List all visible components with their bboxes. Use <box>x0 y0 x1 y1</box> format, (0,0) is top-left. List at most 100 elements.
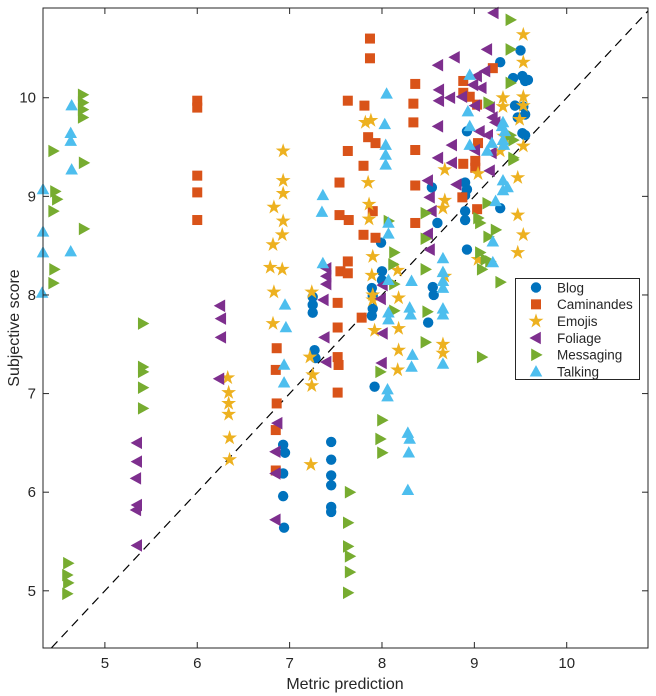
emojis-marker <box>510 207 526 222</box>
talking-marker <box>436 251 450 264</box>
caminandes-marker <box>472 204 483 215</box>
emojis-marker <box>302 349 318 364</box>
talking-marker <box>379 158 392 170</box>
caminandes-marker <box>333 359 344 370</box>
blog-marker <box>325 506 337 518</box>
talking-marker <box>278 298 292 310</box>
foliage-marker <box>473 124 485 138</box>
messaging-marker <box>48 204 60 218</box>
emojis-marker <box>222 451 237 466</box>
talking-marker <box>486 235 500 247</box>
foliage-marker <box>431 58 444 72</box>
talking-marker <box>382 216 395 228</box>
talking-marker <box>498 124 512 137</box>
series-caminandes <box>192 33 498 476</box>
foliage-marker <box>432 83 445 97</box>
messaging-marker <box>344 565 357 579</box>
caminandes-marker <box>334 210 345 221</box>
foliage-marker <box>487 6 499 20</box>
blog-marker <box>279 447 291 458</box>
caminandes-marker <box>410 145 421 156</box>
x-tick-label: 5 <box>101 655 109 672</box>
emojis-marker <box>437 161 453 177</box>
blog-marker <box>426 182 438 193</box>
caminandes-marker <box>367 206 378 217</box>
y-tick-label: 6 <box>28 484 36 501</box>
caminandes-legend-marker <box>531 299 541 310</box>
talking-marker <box>35 286 49 298</box>
messaging-marker <box>377 446 389 460</box>
emojis-marker <box>391 320 407 335</box>
blog-marker <box>519 130 531 141</box>
emojis-marker <box>221 395 237 410</box>
legend-box <box>515 278 640 380</box>
foliage-marker <box>319 262 332 275</box>
caminandes-marker <box>192 215 203 226</box>
blog-marker <box>461 244 473 255</box>
messaging-marker <box>48 276 60 290</box>
emojis-marker <box>510 169 526 184</box>
messaging-marker <box>343 586 355 600</box>
messaging-marker <box>137 381 150 394</box>
emojis-marker <box>510 244 526 259</box>
talking-marker <box>401 483 415 496</box>
foliage-marker <box>375 356 387 370</box>
emojis-marker <box>495 98 511 113</box>
blog-marker <box>325 436 337 448</box>
talking-marker <box>382 273 395 285</box>
talking-marker <box>403 432 416 444</box>
x-tick-label: 6 <box>193 655 201 672</box>
emojis-marker <box>435 336 451 351</box>
talking-marker <box>496 115 510 128</box>
caminandes-marker <box>342 145 353 156</box>
messaging-marker <box>137 402 150 415</box>
legend-item-caminandes: Caminandes <box>531 297 633 312</box>
talking-marker <box>463 68 477 80</box>
emojis-marker <box>391 290 407 305</box>
foliage-marker <box>431 151 444 165</box>
foliage-marker <box>269 513 281 527</box>
talking-marker <box>381 383 394 395</box>
messaging-marker <box>77 88 90 102</box>
caminandes-marker <box>370 232 381 243</box>
emojis-marker <box>391 342 407 357</box>
legend: Blog Caminandes Emojis Foliage MessagingTalk… <box>515 278 640 380</box>
x-axis-label: Metric prediction <box>286 676 403 693</box>
blog-marker <box>307 307 318 318</box>
foliage-marker <box>431 120 444 133</box>
blog-marker <box>427 281 438 293</box>
talking-marker <box>463 119 477 132</box>
emojis-marker <box>361 211 377 226</box>
emojis-marker <box>265 236 281 251</box>
talking-marker <box>496 173 510 186</box>
foliage-marker <box>269 445 281 459</box>
messaging-marker <box>482 196 494 210</box>
messaging-marker <box>475 216 487 230</box>
caminandes-marker <box>458 158 469 169</box>
emojis-marker <box>363 112 379 127</box>
caminandes-marker <box>358 229 369 240</box>
caminandes-marker <box>271 343 282 354</box>
messaging-marker <box>483 96 495 109</box>
caminandes-marker <box>334 177 345 188</box>
markers-layer <box>35 6 534 601</box>
foliage-marker <box>483 164 495 178</box>
legend-item-emojis: Emojis <box>528 313 598 329</box>
emojis-marker <box>365 248 381 263</box>
caminandes-marker <box>359 100 370 111</box>
emojis-marker <box>304 377 320 392</box>
caminandes-marker <box>335 266 346 277</box>
foliage-marker <box>214 331 227 344</box>
y-tick-label: 9 <box>28 188 36 205</box>
messaging-marker <box>422 305 434 319</box>
foliage-marker <box>488 116 501 129</box>
emojis-marker <box>470 251 486 266</box>
blog-marker <box>522 74 534 86</box>
y-axis-label: Subjective score <box>6 269 23 386</box>
emojis-marker <box>495 89 511 105</box>
caminandes-marker <box>364 33 375 44</box>
messaging-marker <box>63 556 75 570</box>
emojis-marker <box>435 345 451 360</box>
blog-marker <box>307 299 318 311</box>
emojis-marker <box>304 284 320 299</box>
